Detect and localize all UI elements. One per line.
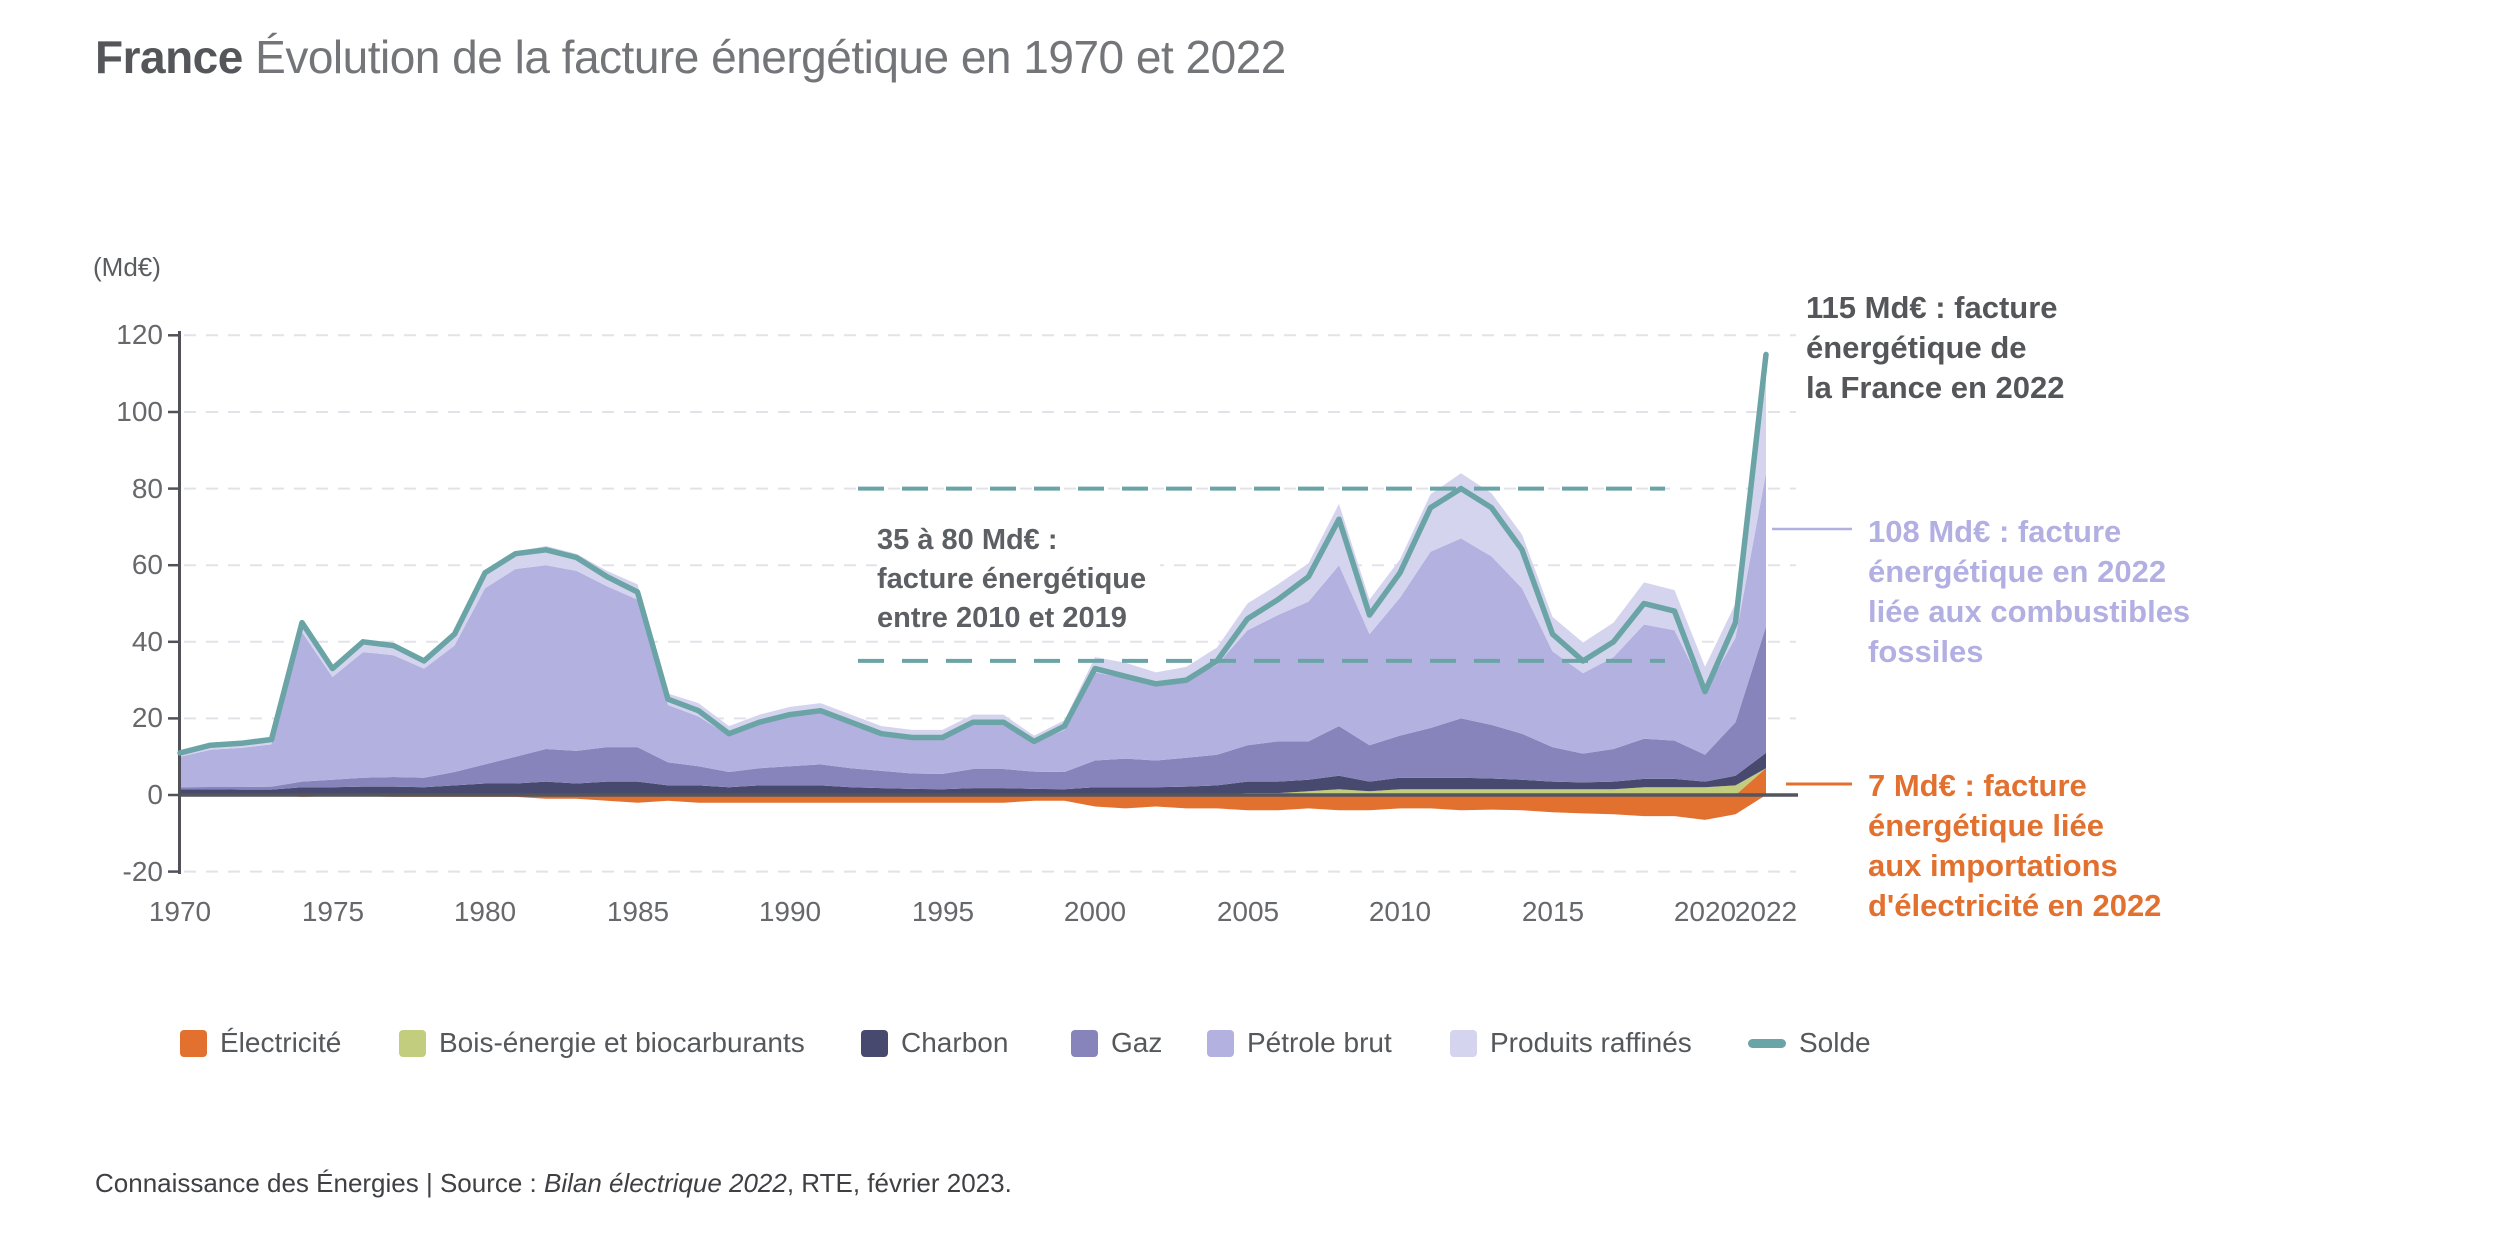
x-tick-label: 2015: [1521, 896, 1585, 927]
footer-prefix: Connaissance des Énergies | Source :: [95, 1168, 545, 1198]
annotation-electricity-line: 7 Md€ : facture: [1868, 768, 2087, 803]
legend-label: Charbon: [901, 1027, 1009, 1058]
y-tick-label: -20: [122, 856, 163, 887]
annotation-fossil-line: 108 Md€ : facture: [1868, 514, 2122, 549]
title-region: France: [95, 31, 243, 83]
x-tick-label: 1980: [453, 896, 517, 927]
page-title: France Évolution de la facture énergétiq…: [95, 30, 1286, 84]
x-tick-label: 1975: [301, 896, 365, 927]
annotation-electricity-line: d'électricité en 2022: [1868, 888, 2162, 923]
legend-item: Charbon: [861, 1026, 1008, 1060]
y-tick-label: 60: [131, 549, 163, 580]
annotation-total-line: la France en 2022: [1806, 370, 2065, 405]
footer-source-title: Bilan électrique 2022: [544, 1168, 787, 1198]
footer-suffix: , RTE, février 2023.: [786, 1168, 1012, 1198]
annotation-range-line: entre 2010 et 2019: [877, 602, 1127, 634]
x-tick-label: 1985: [606, 896, 670, 927]
legend-label: Pétrole brut: [1247, 1027, 1392, 1058]
x-tick-label: 2010: [1368, 896, 1432, 927]
x-tick-label: 2000: [1063, 896, 1127, 927]
x-tick-label: 2005: [1216, 896, 1280, 927]
annotation-electricity-line: énergétique liée: [1868, 808, 2105, 843]
annotation-range-line: 35 à 80 Md€ :: [877, 524, 1058, 556]
legend-item: Produits raffinés: [1450, 1026, 1692, 1060]
annotation-electricity-line: aux importations: [1868, 848, 2118, 883]
legend-color-swatch: [399, 1029, 426, 1057]
legend-label: Produits raffinés: [1490, 1027, 1692, 1058]
legend-label: Solde: [1799, 1027, 1871, 1058]
x-tick-label: 1990: [758, 896, 822, 927]
annotation-fossil-line: fossiles: [1868, 634, 1984, 669]
legend-item: Solde: [1748, 1026, 1871, 1060]
x-tick-label: 2020: [1673, 896, 1737, 927]
area-charbon: [180, 752, 1766, 795]
x-tick-label: 2022: [1734, 896, 1798, 927]
y-axis-unit-label: (Md€): [93, 252, 161, 282]
legend-item: Électricité: [180, 1026, 341, 1060]
legend-color-swatch: [1450, 1029, 1477, 1057]
area-petrole_brut: [180, 473, 1766, 788]
legend-item: Pétrole brut: [1207, 1026, 1392, 1060]
area-electricite-negative: [180, 795, 1766, 820]
annotation-total-2022: 115 Md€ : facture énergétique de la Fran…: [1806, 288, 2065, 408]
area-bois: [180, 768, 1766, 795]
legend-label: Électricité: [220, 1027, 342, 1058]
title-text: Évolution de la facture énergétique en 1…: [242, 31, 1286, 83]
annotation-range-line: facture énergétique: [877, 563, 1147, 595]
legend-item: Gaz: [1071, 1026, 1162, 1060]
legend-color-swatch: [1071, 1029, 1098, 1057]
annotation-range: 35 à 80 Md€ : facture énergétique entre …: [877, 521, 1161, 638]
annotation-fossil-2022: 108 Md€ : facture énergétique en 2022 li…: [1868, 512, 2190, 672]
annotation-fossil-line: liée aux combustibles: [1868, 594, 2191, 629]
y-tick-label: 80: [131, 473, 163, 504]
annotation-electricity-2022: 7 Md€ : facture énergétique liée aux imp…: [1868, 766, 2161, 926]
y-tick-label: 100: [116, 396, 163, 427]
source-footer: Connaissance des Énergies | Source : Bil…: [95, 1168, 1012, 1199]
y-tick-label: 120: [116, 319, 163, 350]
y-tick-label: 40: [131, 626, 163, 657]
solde-line: [177, 351, 1769, 756]
x-tick-label: 1970: [148, 896, 212, 927]
legend-label: Gaz: [1111, 1027, 1163, 1058]
legend-color-swatch: [861, 1029, 888, 1057]
legend-color-swatch: [1748, 1038, 1786, 1048]
legend-color-swatch: [180, 1029, 207, 1057]
annotation-total-line: 115 Md€ : facture: [1806, 290, 2058, 325]
x-tick-label: 1995: [911, 896, 975, 927]
y-tick-label: 0: [147, 779, 163, 810]
annotation-fossil-line: énergétique en 2022: [1868, 554, 2167, 589]
legend-label: Bois-énergie et biocarburants: [439, 1027, 805, 1058]
annotation-total-line: énergétique de: [1806, 330, 2027, 365]
y-tick-label: 20: [131, 702, 163, 733]
legend-color-swatch: [1207, 1029, 1234, 1057]
legend-item: Bois-énergie et biocarburants: [399, 1026, 805, 1060]
area-gaz: [180, 626, 1766, 790]
